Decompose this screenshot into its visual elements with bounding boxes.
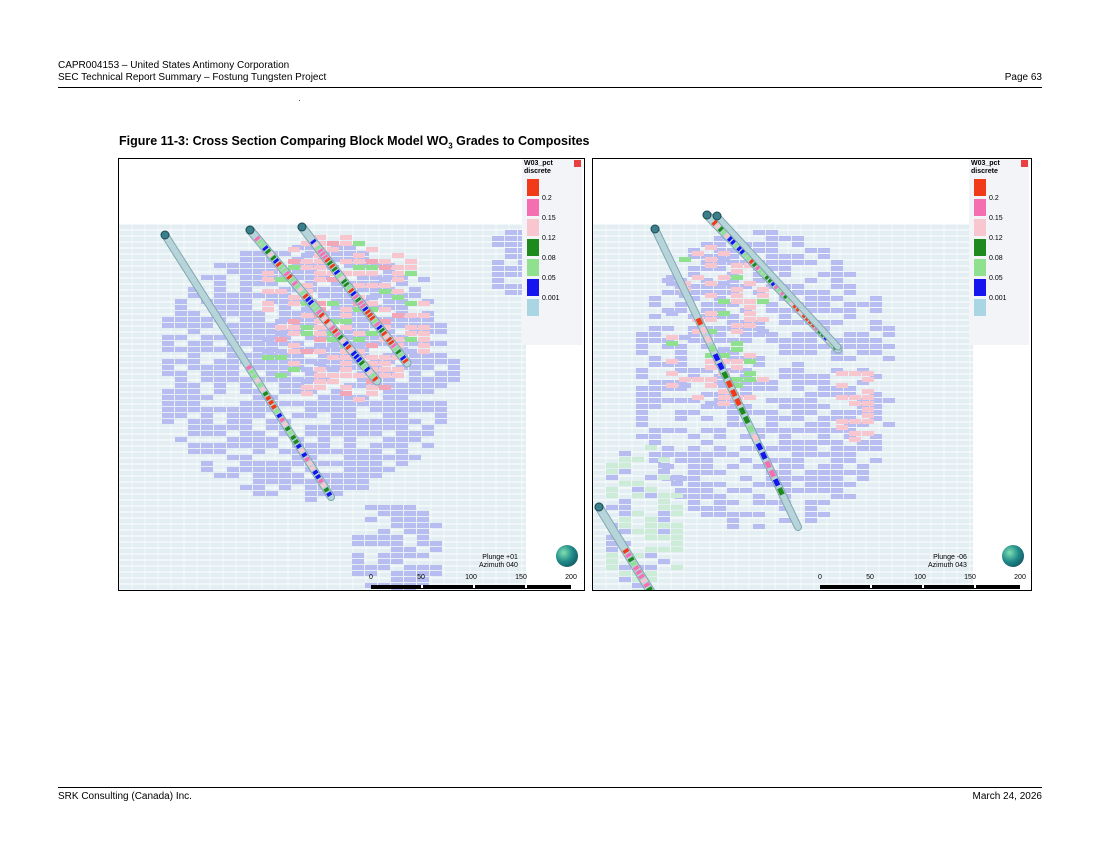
scale-label: 150 bbox=[515, 574, 527, 581]
legend-label: 0.05 bbox=[542, 275, 556, 282]
footer-date: March 24, 2026 bbox=[972, 791, 1043, 802]
caption-subscript: 3 bbox=[448, 141, 453, 151]
page-header: CAPR004153 – United States Antimony Corp… bbox=[58, 60, 1042, 84]
scale-bar-right: 0 50 100 150 200 bbox=[818, 574, 1026, 590]
grade-legend-right: W03_pct discrete 0.2 0.15 0.12 0.08 0.05 0.001 bbox=[969, 159, 1029, 345]
legend-label: 0.08 bbox=[989, 255, 1003, 262]
legend-label: 0.2 bbox=[542, 195, 552, 202]
legend-swatch bbox=[527, 239, 539, 256]
legend-label: 0.001 bbox=[989, 295, 1007, 302]
legend-subtitle: discrete bbox=[971, 168, 998, 175]
legend-label: 0.15 bbox=[542, 215, 556, 222]
figure-caption: Figure 11-3: Cross Section Comparing Blo… bbox=[119, 134, 590, 151]
scale-label: 50 bbox=[866, 574, 874, 581]
legend-swatch bbox=[527, 179, 539, 196]
legend-label: 0.05 bbox=[989, 275, 1003, 282]
legend-label: 0.001 bbox=[542, 295, 560, 302]
grade-blocks bbox=[606, 230, 895, 590]
legend-swatch bbox=[527, 199, 539, 216]
plunge-value: Plunge -06 bbox=[933, 554, 967, 561]
page-number: Page 63 bbox=[1004, 72, 1042, 83]
footer-company: SRK Consulting (Canada) Inc. bbox=[58, 791, 192, 802]
legend-swatch bbox=[974, 299, 986, 316]
legend-swatch bbox=[974, 219, 986, 236]
scale-label: 150 bbox=[964, 574, 976, 581]
orientation-readout-right: Plunge -06 Azimuth 043 bbox=[928, 554, 967, 570]
legend-swatch bbox=[974, 199, 986, 216]
scale-label: 50 bbox=[417, 574, 425, 581]
close-icon[interactable] bbox=[1021, 160, 1028, 167]
legend-subtitle: discrete bbox=[524, 168, 551, 175]
header-report-id: CAPR004153 – United States Antimony Corp… bbox=[58, 60, 290, 71]
grade-blocks bbox=[162, 230, 543, 590]
footer-rule bbox=[58, 787, 1042, 788]
scale-label: 0 bbox=[818, 574, 822, 581]
scale-label: 0 bbox=[369, 574, 373, 581]
legend-swatch bbox=[527, 279, 539, 296]
azimuth-value: Azimuth 040 bbox=[479, 562, 518, 569]
legend-label: 0.15 bbox=[989, 215, 1003, 222]
drillhole bbox=[297, 222, 412, 368]
legend-swatch bbox=[974, 179, 986, 196]
header-report-title: SEC Technical Report Summary – Fostung T… bbox=[58, 72, 327, 83]
legend-swatch bbox=[974, 279, 986, 296]
cross-section-right: W03_pct discrete 0.2 0.15 0.12 0.08 0.05 0.001… bbox=[592, 158, 1032, 591]
drillhole bbox=[650, 224, 802, 531]
scale-label: 200 bbox=[1014, 574, 1026, 581]
scale-bar-graphic bbox=[371, 585, 571, 589]
legend-swatch bbox=[527, 219, 539, 236]
globe-icon bbox=[1002, 545, 1024, 567]
scale-bar-left: 0 50 100 150 200 bbox=[369, 574, 577, 590]
drillhole bbox=[245, 225, 382, 386]
scale-label: 100 bbox=[465, 574, 477, 581]
caption-text-end: Grades to Composites bbox=[452, 134, 590, 148]
drillhole bbox=[712, 211, 842, 351]
legend-label: 0.08 bbox=[542, 255, 556, 262]
legend-label: 0.12 bbox=[989, 235, 1003, 242]
legend-swatch bbox=[974, 239, 986, 256]
legend-title: W03_pct bbox=[971, 160, 1000, 167]
globe-icon bbox=[556, 545, 578, 567]
caption-text: Figure 11-3: Cross Section Comparing Blo… bbox=[119, 134, 449, 148]
scale-label: 200 bbox=[565, 574, 577, 581]
legend-title: W03_pct bbox=[524, 160, 553, 167]
scale-bar-graphic bbox=[820, 585, 1020, 589]
header-rule bbox=[58, 87, 1042, 88]
plunge-value: Plunge +01 bbox=[482, 554, 518, 561]
scale-label: 100 bbox=[914, 574, 926, 581]
legend-swatch bbox=[527, 299, 539, 316]
grade-legend-left: W03_pct discrete 0.2 0.15 0.12 0.08 0.05 0.001 bbox=[522, 159, 582, 345]
drillhole bbox=[160, 230, 335, 501]
stray-mark bbox=[299, 100, 300, 101]
close-icon[interactable] bbox=[574, 160, 581, 167]
legend-swatch bbox=[974, 259, 986, 276]
azimuth-value: Azimuth 043 bbox=[928, 562, 967, 569]
cross-section-left: W03_pct discrete 0.2 0.15 0.12 0.08 0.05 0.001… bbox=[118, 158, 585, 591]
legend-label: 0.2 bbox=[989, 195, 999, 202]
cross-section-right-image bbox=[593, 159, 1031, 590]
legend-label: 0.12 bbox=[542, 235, 556, 242]
cross-section-left-image bbox=[119, 159, 584, 590]
orientation-readout-left: Plunge +01 Azimuth 040 bbox=[479, 554, 518, 570]
page-footer: SRK Consulting (Canada) Inc. March 24, 2… bbox=[58, 791, 1042, 802]
legend-swatch bbox=[527, 259, 539, 276]
drillhole bbox=[594, 502, 656, 590]
